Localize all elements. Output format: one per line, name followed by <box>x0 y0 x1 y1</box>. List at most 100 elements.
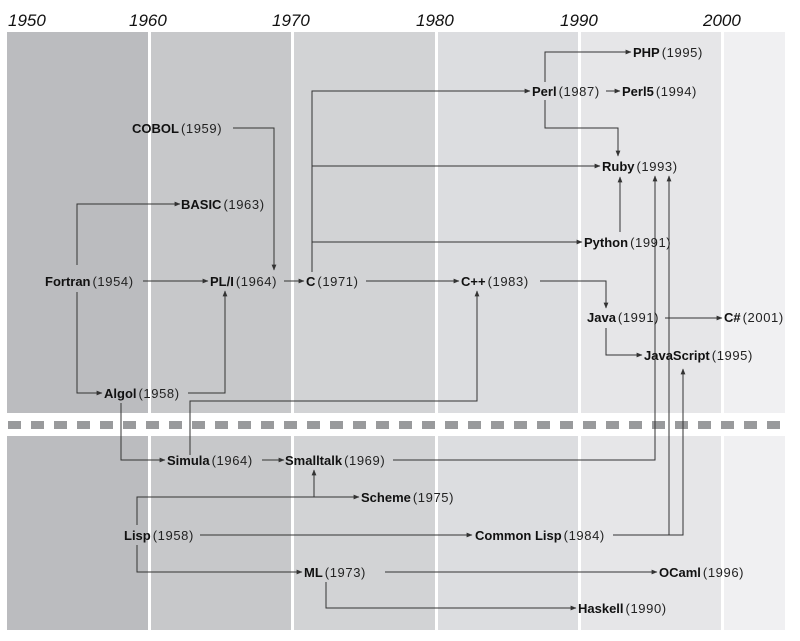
language-name: OCaml <box>659 565 701 580</box>
separator-dash <box>744 421 757 429</box>
language-year: (1971) <box>317 274 358 289</box>
band-1960s-top <box>151 32 291 413</box>
language-node-php: PHP (1995) <box>633 45 703 60</box>
edge-java-javascript <box>605 328 643 358</box>
decade-bands <box>7 32 785 630</box>
language-year: (1984) <box>564 528 605 543</box>
language-node-python: Python (1991) <box>584 235 671 250</box>
language-node-scheme: Scheme (1975) <box>361 490 454 505</box>
language-name: Perl <box>532 84 557 99</box>
edge-fortran-algol <box>76 292 103 396</box>
language-year: (1963) <box>223 197 264 212</box>
separator-dash <box>422 421 435 429</box>
language-year: (1959) <box>181 121 222 136</box>
language-year: (1991) <box>630 235 671 250</box>
band-1970s-bottom <box>294 436 435 630</box>
edge-cobol-pli <box>233 127 277 271</box>
separator-dash <box>468 421 481 429</box>
band-1980s-bottom <box>438 436 578 630</box>
language-name: Lisp <box>124 528 151 543</box>
band-2000s-top <box>724 32 785 413</box>
language-name: Python <box>584 235 628 250</box>
separator-dash <box>491 421 504 429</box>
language-node-ml: ML (1973) <box>304 565 366 580</box>
decade-label-1950: 1950 <box>8 11 46 30</box>
edge-smalltalk-ruby <box>393 175 658 461</box>
separator-dash <box>698 421 711 429</box>
language-name: C# <box>724 310 741 325</box>
language-name: Perl5 <box>622 84 654 99</box>
language-node-simula: Simula (1964) <box>167 453 253 468</box>
language-year: (2001) <box>743 310 784 325</box>
paradigm-separator <box>8 421 780 429</box>
separator-dash <box>445 421 458 429</box>
edge-fortran-basic <box>76 201 181 265</box>
language-name: BASIC <box>181 197 222 212</box>
edge-cpp-java <box>540 280 609 309</box>
language-name: PHP <box>633 45 660 60</box>
language-year: (1994) <box>656 84 697 99</box>
separator-dash <box>77 421 90 429</box>
band-2000s-bottom <box>724 436 785 630</box>
language-node-ocaml: OCaml (1996) <box>659 565 744 580</box>
edge-algol-simula <box>120 403 166 463</box>
language-node-smalltalk: Smalltalk (1969) <box>285 453 385 468</box>
language-year: (1990) <box>626 601 667 616</box>
language-name: Haskell <box>578 601 624 616</box>
separator-dash <box>330 421 343 429</box>
language-node-ruby: Ruby (1993) <box>602 159 678 174</box>
separator-dash <box>307 421 320 429</box>
language-year: (1995) <box>712 348 753 363</box>
language-node-lisp: Lisp (1958) <box>124 528 194 543</box>
band-1970s-top <box>294 32 435 413</box>
language-name: C <box>306 274 316 289</box>
language-year: (1991) <box>618 310 659 325</box>
language-name: JavaScript <box>644 348 710 363</box>
language-name: Algol <box>104 386 137 401</box>
language-year: (1975) <box>413 490 454 505</box>
language-name: Java <box>587 310 617 325</box>
separator-dash <box>353 421 366 429</box>
language-name: Ruby <box>602 159 635 174</box>
decade-labels: 1950 1960 1970 1980 1990 2000 <box>8 11 741 30</box>
separator-dash <box>169 421 182 429</box>
separator-dash <box>652 421 665 429</box>
language-year: (1964) <box>236 274 277 289</box>
language-year: (1987) <box>559 84 600 99</box>
language-node-fortran: Fortran (1954) <box>45 274 134 289</box>
separator-dash <box>629 421 642 429</box>
edge-lisp-ml <box>136 545 303 575</box>
band-1990s-bottom <box>581 436 721 630</box>
language-node-cpp: C++ (1983) <box>461 274 529 289</box>
language-node-perl5: Perl5 (1994) <box>622 84 697 99</box>
language-name: Smalltalk <box>285 453 343 468</box>
separator-dash <box>514 421 527 429</box>
separator-dash <box>8 421 21 429</box>
decade-label-1970: 1970 <box>272 11 310 30</box>
edge-perl-ruby <box>544 100 621 157</box>
language-year: (1958) <box>153 528 194 543</box>
separator-dash <box>284 421 297 429</box>
language-year: (1973) <box>325 565 366 580</box>
edge-simula-cpp <box>189 290 480 455</box>
language-node-perl: Perl (1987) <box>532 84 600 99</box>
decade-label-1980: 1980 <box>416 11 454 30</box>
separator-dash <box>767 421 780 429</box>
language-node-commonlisp: Common Lisp (1984) <box>475 528 605 543</box>
language-year: (1993) <box>637 159 678 174</box>
separator-dash <box>192 421 205 429</box>
language-name: Simula <box>167 453 210 468</box>
separator-dash <box>376 421 389 429</box>
language-year: (1964) <box>212 453 253 468</box>
influence-edges <box>76 49 723 611</box>
language-node-haskell: Haskell (1990) <box>578 601 667 616</box>
language-node-java: Java (1991) <box>587 310 659 325</box>
decade-label-2000: 2000 <box>702 11 741 30</box>
language-node-csharp: C# (2001) <box>724 310 784 325</box>
language-year: (1996) <box>703 565 744 580</box>
separator-dash <box>54 421 67 429</box>
band-1990s-top <box>581 32 721 413</box>
separator-dash <box>215 421 228 429</box>
separator-dash <box>721 421 734 429</box>
separator-dash <box>560 421 573 429</box>
